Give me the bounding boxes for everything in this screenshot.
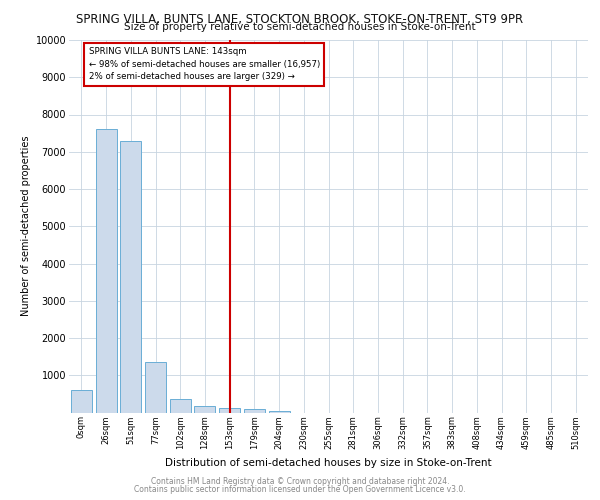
- Bar: [120, 140, 141, 412]
- Bar: [244, 409, 265, 412]
- Text: Size of property relative to semi-detached houses in Stoke-on-Trent: Size of property relative to semi-detach…: [124, 22, 476, 32]
- Text: SPRING VILLA, BUNTS LANE, STOCKTON BROOK, STOKE-ON-TRENT, ST9 9PR: SPRING VILLA, BUNTS LANE, STOCKTON BROOK…: [76, 12, 524, 26]
- Bar: [145, 362, 166, 412]
- X-axis label: Distribution of semi-detached houses by size in Stoke-on-Trent: Distribution of semi-detached houses by …: [165, 458, 492, 468]
- Bar: [219, 408, 240, 412]
- Bar: [95, 130, 116, 412]
- Bar: [194, 406, 215, 412]
- Text: Contains HM Land Registry data © Crown copyright and database right 2024.: Contains HM Land Registry data © Crown c…: [151, 477, 449, 486]
- Text: Contains public sector information licensed under the Open Government Licence v3: Contains public sector information licen…: [134, 484, 466, 494]
- Bar: [71, 390, 92, 412]
- Text: SPRING VILLA BUNTS LANE: 143sqm
← 98% of semi-detached houses are smaller (16,95: SPRING VILLA BUNTS LANE: 143sqm ← 98% of…: [89, 48, 320, 82]
- Y-axis label: Number of semi-detached properties: Number of semi-detached properties: [22, 136, 31, 316]
- Bar: [269, 410, 290, 412]
- Bar: [170, 400, 191, 412]
